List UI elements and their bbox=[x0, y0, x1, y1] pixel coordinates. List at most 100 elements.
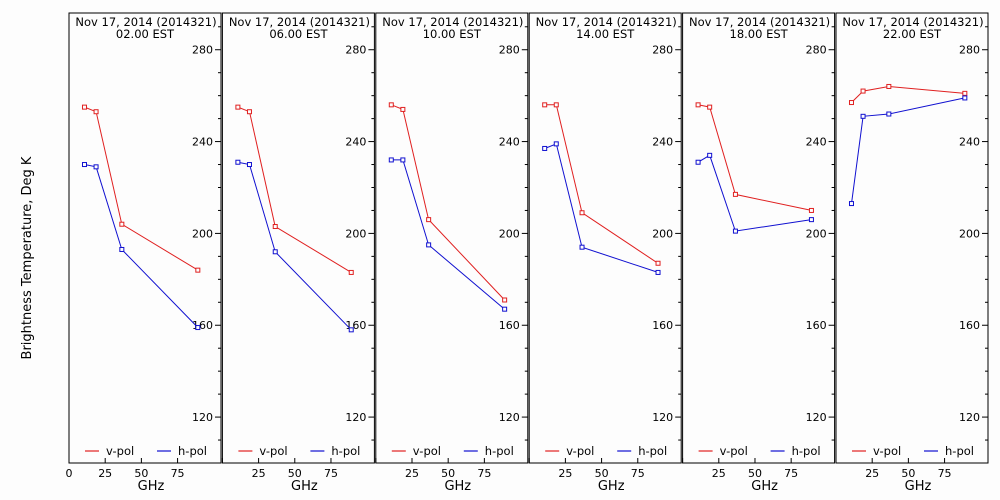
data-point-h-pol bbox=[348, 327, 354, 333]
data-point-h-pol bbox=[962, 95, 968, 101]
data-point-v-pol bbox=[93, 109, 99, 115]
legend-label-h-pol: h-pol bbox=[792, 444, 821, 458]
y-tick-label: 120 bbox=[499, 411, 520, 424]
data-point-h-pol bbox=[81, 162, 87, 168]
series-line-v-pol bbox=[698, 104, 812, 211]
data-point-v-pol bbox=[695, 102, 701, 108]
y-tick-label: 120 bbox=[345, 411, 366, 424]
x-axis-title: GHz bbox=[751, 479, 778, 494]
panel-frame bbox=[682, 12, 836, 464]
x-tick-label: 50 bbox=[288, 467, 302, 480]
data-point-v-pol bbox=[400, 106, 406, 112]
y-tick-label: 160 bbox=[959, 319, 980, 332]
data-point-v-pol bbox=[553, 102, 559, 108]
panel-time: 14.00 EST bbox=[576, 27, 635, 41]
legend-label-h-pol: h-pol bbox=[485, 444, 514, 458]
x-axis-title: GHz bbox=[291, 479, 318, 494]
legend-label-h-pol: h-pol bbox=[331, 444, 360, 458]
data-point-v-pol bbox=[502, 297, 508, 303]
y-tick-label: 160 bbox=[345, 319, 366, 332]
legend-label-v-pol: v-pol bbox=[106, 444, 134, 458]
panel-title: Nov 17, 2014 (2014321) bbox=[382, 15, 523, 29]
y-tick-label: 280 bbox=[345, 44, 366, 57]
data-point-v-pol bbox=[348, 269, 354, 275]
data-point-h-pol bbox=[119, 246, 125, 252]
data-point-v-pol bbox=[962, 90, 968, 96]
data-point-h-pol bbox=[655, 269, 661, 275]
legend-label-h-pol: h-pol bbox=[638, 444, 667, 458]
x-tick-label: 25 bbox=[712, 467, 726, 480]
data-point-h-pol bbox=[246, 162, 252, 168]
data-point-v-pol bbox=[119, 221, 125, 227]
data-point-h-pol bbox=[579, 244, 585, 250]
y-tick-label: 160 bbox=[806, 319, 827, 332]
x-tick-label: 25 bbox=[252, 467, 266, 480]
data-point-h-pol bbox=[732, 228, 738, 234]
y-tick-label: 200 bbox=[652, 227, 673, 240]
panel-frame bbox=[375, 12, 529, 464]
data-point-v-pol bbox=[732, 191, 738, 197]
data-point-h-pol bbox=[195, 325, 201, 331]
series-line-v-pol bbox=[851, 85, 965, 103]
series-line-h-pol bbox=[84, 164, 199, 328]
y-tick-label: 240 bbox=[345, 136, 366, 149]
panel-time: 02.00 EST bbox=[116, 27, 175, 41]
y-tick-label: 120 bbox=[959, 411, 980, 424]
panel-frame bbox=[835, 12, 989, 464]
y-tick-label: 120 bbox=[652, 411, 673, 424]
panel-time: 06.00 EST bbox=[269, 27, 328, 41]
data-point-v-pol bbox=[426, 217, 432, 223]
series-line-v-pol bbox=[544, 104, 659, 264]
panel-title: Nov 17, 2014 (2014321) bbox=[536, 15, 677, 29]
data-point-h-pol bbox=[553, 141, 559, 147]
data-point-h-pol bbox=[400, 157, 406, 163]
x-tick-label: 25 bbox=[558, 467, 572, 480]
y-tick-label: 160 bbox=[652, 319, 673, 332]
x-tick-label: 0 bbox=[66, 467, 73, 480]
panel-title: Nov 17, 2014 (2014321) bbox=[75, 15, 216, 29]
data-point-v-pol bbox=[235, 104, 241, 110]
data-point-h-pol bbox=[860, 113, 866, 119]
legend-label-h-pol: h-pol bbox=[178, 444, 207, 458]
y-tick-label: 240 bbox=[959, 136, 980, 149]
data-point-h-pol bbox=[707, 152, 713, 158]
panel-frame bbox=[68, 12, 222, 464]
x-tick-label: 50 bbox=[901, 467, 915, 480]
panels-layer: Nov 17, 2014 (2014321)02.00 EST120160200… bbox=[66, 12, 989, 494]
x-tick-label: 75 bbox=[477, 467, 491, 480]
legend-label-v-pol: v-pol bbox=[873, 444, 901, 458]
legend-label-v-pol: v-pol bbox=[413, 444, 441, 458]
series-line-h-pol bbox=[391, 159, 505, 310]
panel-1: Nov 17, 2014 (2014321)02.00 EST 120 160 200… bbox=[66, 12, 222, 494]
data-point-h-pol bbox=[848, 201, 854, 207]
data-point-v-pol bbox=[886, 83, 892, 89]
panel-title: Nov 17, 2014 (2014321) bbox=[689, 15, 830, 29]
legend-label-v-pol: v-pol bbox=[720, 444, 748, 458]
legend-label-v-pol: v-pol bbox=[566, 444, 594, 458]
data-point-v-pol bbox=[808, 207, 814, 213]
data-point-h-pol bbox=[502, 306, 508, 312]
data-point-h-pol bbox=[695, 159, 701, 165]
data-point-h-pol bbox=[542, 145, 548, 151]
data-point-v-pol bbox=[195, 267, 201, 273]
y-tick-label: 200 bbox=[959, 227, 980, 240]
data-point-v-pol bbox=[860, 88, 866, 94]
panel-frame bbox=[221, 12, 375, 464]
data-point-v-pol bbox=[388, 102, 394, 108]
x-axis-title: GHz bbox=[905, 479, 932, 494]
x-tick-label: 25 bbox=[865, 467, 879, 480]
y-tick-label: 280 bbox=[959, 44, 980, 57]
data-point-v-pol bbox=[848, 100, 854, 106]
data-point-v-pol bbox=[81, 104, 87, 110]
data-point-h-pol bbox=[886, 111, 892, 117]
legend-label-h-pol: h-pol bbox=[945, 444, 974, 458]
x-tick-label: 75 bbox=[171, 467, 185, 480]
data-point-h-pol bbox=[808, 217, 814, 223]
y-tick-label: 200 bbox=[192, 227, 213, 240]
series-line-v-pol bbox=[237, 106, 352, 273]
y-tick-label: 160 bbox=[499, 319, 520, 332]
panel-frame bbox=[528, 12, 682, 464]
y-tick-label: 240 bbox=[192, 136, 213, 149]
x-tick-label: 75 bbox=[784, 467, 798, 480]
